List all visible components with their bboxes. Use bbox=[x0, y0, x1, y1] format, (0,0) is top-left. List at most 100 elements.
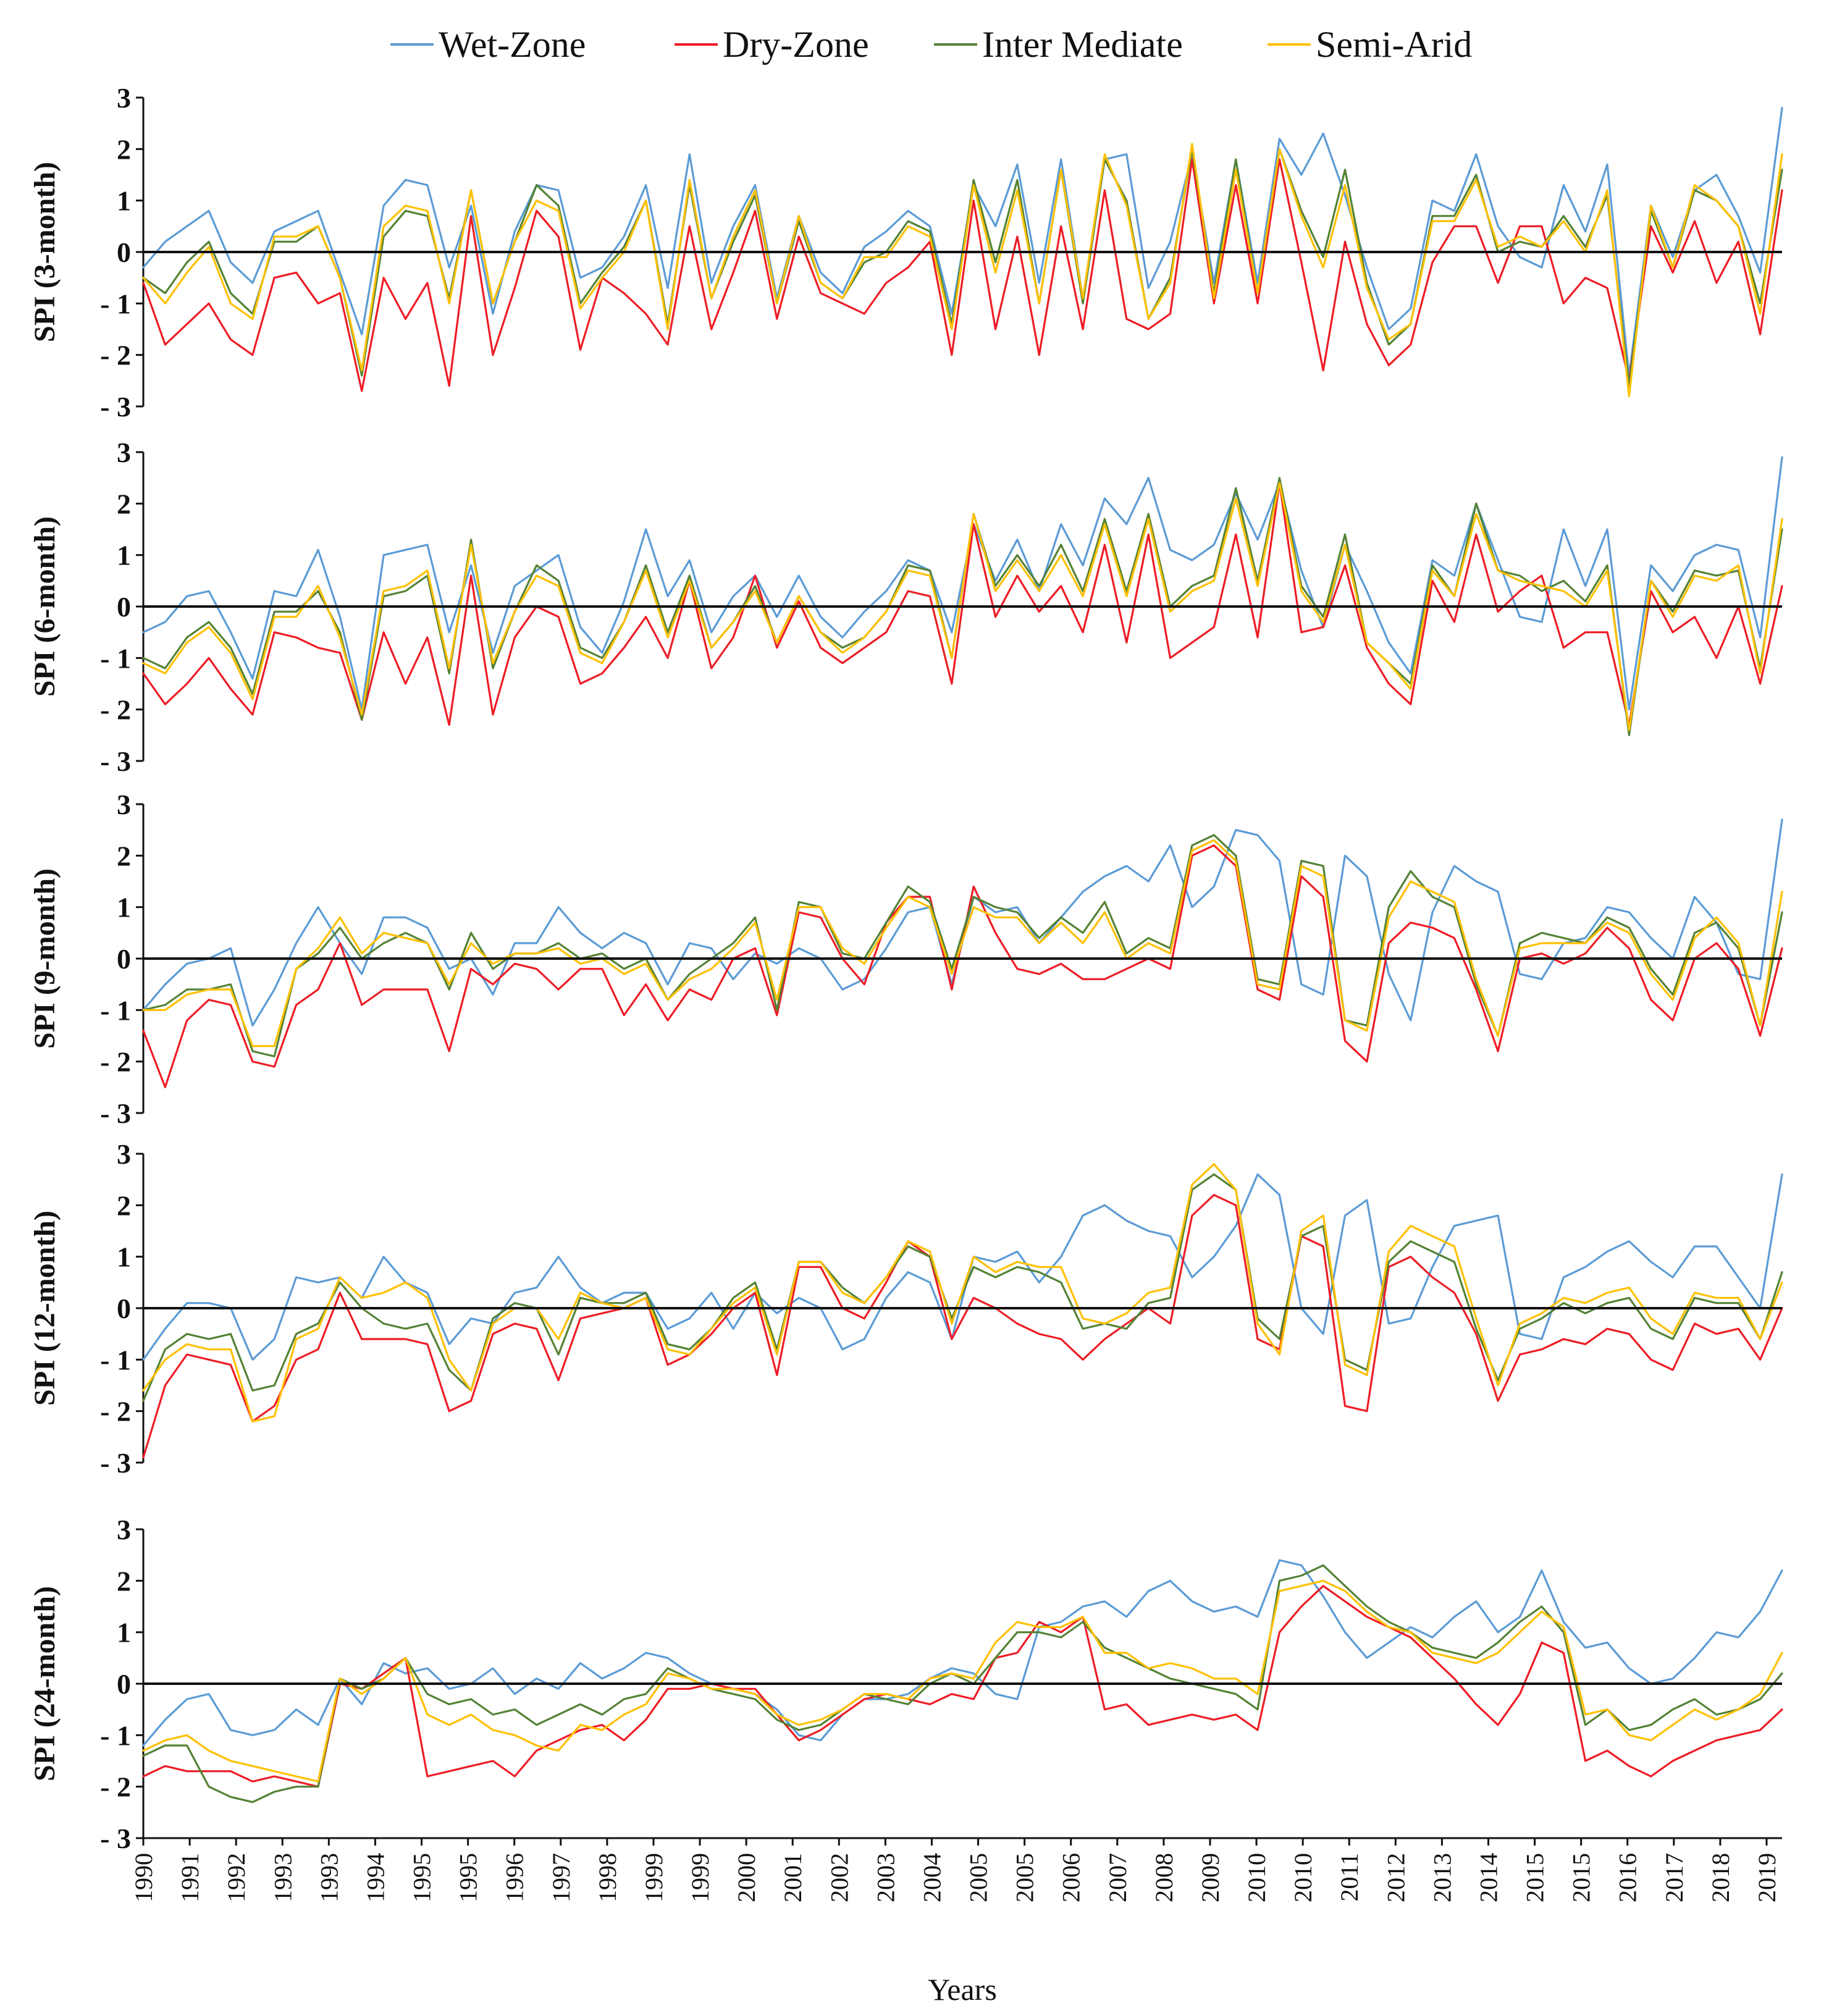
series-line-semi-arid bbox=[142, 143, 1783, 397]
panel-1: 3 2 1 0 - 1 - 2 - 3 SPI (3-month) bbox=[28, 82, 1783, 422]
x-tick-label: 2014 bbox=[1474, 1853, 1502, 1902]
x-tick-label: 1992 bbox=[222, 1853, 250, 1902]
x-tick-label: 2012 bbox=[1382, 1853, 1410, 1902]
y-tick-label: 3 bbox=[117, 1514, 131, 1545]
x-tick-label: 2001 bbox=[779, 1853, 807, 1902]
series-line-inter-mediate bbox=[142, 148, 1783, 387]
x-tick-label: 2005 bbox=[965, 1853, 993, 1902]
x-tick-label: 2019 bbox=[1753, 1853, 1781, 1902]
x-tick-label: 2008 bbox=[1150, 1853, 1178, 1902]
x-axis: 1990 1991 1992 1993 1993 1994 1995 1995 1996 1997… bbox=[130, 1837, 1782, 2007]
x-tick-label: 2011 bbox=[1335, 1853, 1363, 1902]
legend: Wet-Zone Dry-Zone Inter Mediate Semi-Arid bbox=[390, 24, 1472, 65]
y-tick-label: 0 bbox=[117, 591, 131, 623]
series-line-wet-zone bbox=[142, 1559, 1783, 1747]
y-tick-label: - 2 bbox=[100, 1046, 131, 1078]
y-tick-label: 2 bbox=[117, 488, 131, 519]
legend-label-wet-zone: Wet-Zone bbox=[439, 24, 586, 65]
x-tick-label: 1993 bbox=[269, 1853, 296, 1902]
x-tick-label: 1990 bbox=[130, 1853, 158, 1902]
y-axis-label: SPI (9-month) bbox=[28, 868, 61, 1049]
legend-label-inter-mediate: Inter Mediate bbox=[982, 24, 1183, 65]
y-tick-label: - 1 bbox=[100, 1344, 131, 1376]
y-tick-label: - 3 bbox=[100, 391, 131, 422]
series-line-dry-zone bbox=[142, 158, 1783, 392]
y-tick-label: - 1 bbox=[100, 994, 131, 1026]
y-tick-label: 0 bbox=[117, 237, 131, 268]
series-line-semi-arid bbox=[142, 482, 1783, 731]
series-line-wet-zone bbox=[142, 818, 1783, 1027]
y-tick-label: 3 bbox=[117, 789, 131, 820]
x-axis-title: Years bbox=[928, 1972, 997, 2007]
y-tick-label: - 3 bbox=[100, 746, 131, 777]
y-tick-label: 2 bbox=[117, 840, 131, 872]
x-tick-label: 2004 bbox=[918, 1853, 946, 1902]
x-tick-label: 2013 bbox=[1428, 1853, 1456, 1902]
chart-panels: 3 2 1 0 - 1 - 2 - 3 SPI (3-month) 3 2 1 0 - 1 - 2 - 3 S… bbox=[28, 82, 1783, 1854]
y-tick-label: 3 bbox=[117, 82, 131, 114]
series-line-inter-mediate bbox=[142, 1564, 1783, 1804]
y-tick-label: 1 bbox=[117, 1241, 131, 1273]
series-line-dry-zone bbox=[142, 1585, 1783, 1788]
x-tick-label: 1996 bbox=[501, 1853, 529, 1902]
x-tick-label: 2002 bbox=[825, 1853, 853, 1902]
x-tick-label: 2003 bbox=[872, 1853, 899, 1902]
y-tick-label: - 2 bbox=[100, 1771, 131, 1803]
y-tick-label: - 1 bbox=[100, 288, 131, 319]
y-tick-label: - 2 bbox=[100, 694, 131, 726]
x-tick-label: 1999 bbox=[640, 1853, 668, 1902]
legend-label-dry-zone: Dry-Zone bbox=[723, 24, 869, 65]
panel-2: 3 2 1 0 - 1 - 2 - 3 SPI (6-month) bbox=[28, 437, 1783, 777]
panel-3: 3 2 1 0 - 1 - 2 - 3 SPI (9-month) bbox=[28, 789, 1783, 1129]
x-tick-label: 1995 bbox=[408, 1853, 436, 1902]
y-tick-label: - 1 bbox=[100, 642, 131, 674]
x-tick-label: 2010 bbox=[1243, 1853, 1271, 1902]
series-line-semi-arid bbox=[142, 839, 1783, 1048]
y-tick-label: 2 bbox=[117, 133, 131, 165]
y-tick-label: - 3 bbox=[100, 1823, 131, 1854]
y-tick-label: 3 bbox=[117, 1138, 131, 1170]
x-tick-label: 1999 bbox=[686, 1853, 714, 1902]
x-tick-label: 2007 bbox=[1104, 1853, 1132, 1902]
y-tick-label: 3 bbox=[117, 437, 131, 468]
x-tick-label: 1997 bbox=[547, 1853, 575, 1902]
series-line-dry-zone bbox=[142, 844, 1783, 1088]
y-axis-label: SPI (24-month) bbox=[28, 1586, 61, 1781]
panel-4: 3 2 1 0 - 1 - 2 - 3 SPI (12-month) bbox=[28, 1138, 1783, 1479]
x-tick-label: 1991 bbox=[176, 1853, 204, 1902]
y-tick-label: - 2 bbox=[100, 1396, 131, 1427]
series-line-semi-arid bbox=[142, 1163, 1783, 1422]
x-tick-label: 1993 bbox=[315, 1853, 343, 1902]
y-tick-label: 1 bbox=[117, 892, 131, 923]
y-axis-label: SPI (6-month) bbox=[28, 516, 61, 697]
series-line-inter-mediate bbox=[142, 834, 1783, 1057]
legend-label-semi-arid: Semi-Arid bbox=[1316, 24, 1472, 65]
x-tick-label: 1995 bbox=[455, 1853, 482, 1902]
x-tick-label: 2017 bbox=[1660, 1853, 1688, 1902]
y-tick-label: 0 bbox=[117, 1293, 131, 1324]
series-line-wet-zone bbox=[142, 1173, 1783, 1361]
y-tick-label: 1 bbox=[117, 1617, 131, 1648]
y-tick-label: - 2 bbox=[100, 340, 131, 371]
x-tick-label: 1994 bbox=[361, 1853, 389, 1902]
x-tick-label: 2018 bbox=[1707, 1853, 1734, 1902]
x-tick-label: 2006 bbox=[1057, 1853, 1085, 1902]
panel-5: 3 2 1 0 - 1 - 2 - 3 SPI (24-month) bbox=[28, 1514, 1783, 1854]
y-axis-label: SPI (12-month) bbox=[28, 1211, 61, 1406]
y-axis-label: SPI (3-month) bbox=[28, 162, 61, 342]
y-tick-label: 0 bbox=[117, 1668, 131, 1700]
x-tick-label: 2005 bbox=[1011, 1853, 1039, 1902]
series-line-semi-arid bbox=[142, 1579, 1783, 1783]
x-tick-label: 1998 bbox=[594, 1853, 621, 1902]
x-tick-label: 2015 bbox=[1521, 1853, 1549, 1902]
series-line-dry-zone bbox=[142, 1194, 1783, 1459]
y-tick-label: 0 bbox=[117, 943, 131, 975]
y-tick-label: - 3 bbox=[100, 1098, 131, 1129]
x-tick-label: 2000 bbox=[733, 1853, 760, 1902]
series-line-dry-zone bbox=[142, 482, 1783, 726]
y-tick-label: 1 bbox=[117, 185, 131, 217]
y-tick-label: - 1 bbox=[100, 1720, 131, 1751]
y-tick-label: 2 bbox=[117, 1565, 131, 1597]
x-tick-label: 2009 bbox=[1196, 1853, 1224, 1902]
